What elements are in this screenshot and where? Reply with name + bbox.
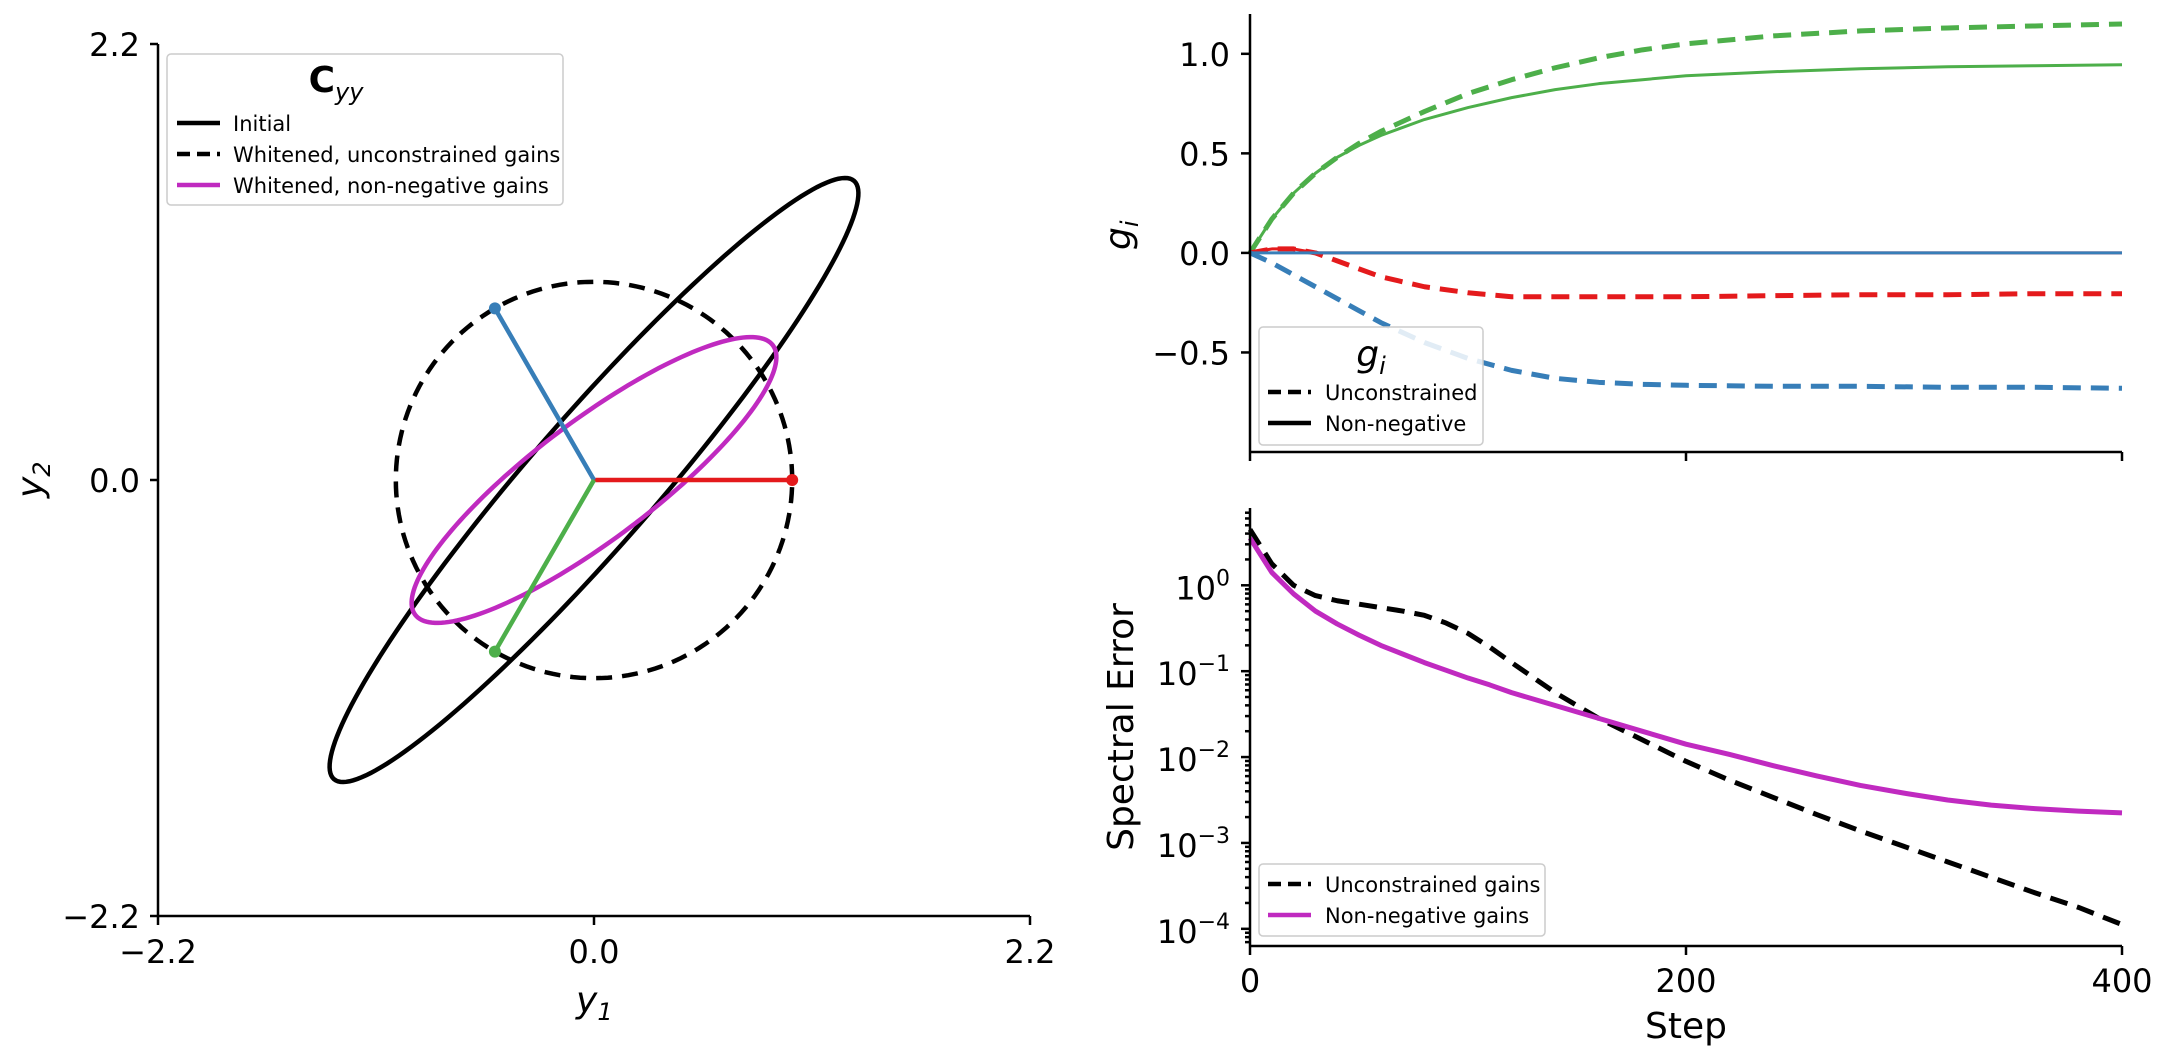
y-tick-label: 10−2 bbox=[1157, 738, 1230, 779]
x-tick-label: 400 bbox=[2091, 962, 2152, 1000]
y-tick-label: −2.2 bbox=[62, 898, 140, 936]
ellipse-panel: 2.2 0.0 −2.2 −2.2 0.0 2.2 y1 y2 Cyy Init… bbox=[10, 26, 1055, 1026]
gains-series-group bbox=[1247, 21, 2123, 391]
y-tick-label: 0.0 bbox=[1179, 235, 1230, 273]
error-line bbox=[1247, 528, 2123, 927]
legend-label: Unconstrained gains bbox=[1325, 873, 1540, 897]
error-series-group bbox=[1247, 528, 2123, 927]
x-axis-label: Step bbox=[1645, 1006, 1727, 1047]
initial-ellipse bbox=[327, 175, 861, 785]
spectral-error-panel: 100 10−1 10−2 10−3 10−4 0 200 400 Spectral Err… bbox=[1101, 508, 2153, 1047]
gain-line bbox=[1249, 246, 2122, 300]
x-tick-label: −2.2 bbox=[119, 933, 197, 971]
legend-frame bbox=[1258, 863, 1546, 937]
y-tick-label: 10−4 bbox=[1157, 910, 1230, 951]
frame-vector-blue bbox=[492, 307, 596, 482]
whitened-nonnegative-ellipse bbox=[409, 334, 779, 626]
legend-title: Cyy bbox=[309, 60, 365, 106]
error-line bbox=[1247, 536, 2123, 816]
gains-panel: 1.0 0.5 0.0 −0.5 gi gi Unconstrained Non-ne… bbox=[1098, 14, 2124, 461]
y-tick-label: 100 bbox=[1175, 566, 1230, 607]
y-tick-label: 0.0 bbox=[89, 462, 140, 500]
legend-label: Unconstrained bbox=[1325, 381, 1477, 405]
x-tick-label: 0.0 bbox=[569, 933, 620, 971]
y-tick-label: 10−3 bbox=[1157, 824, 1230, 865]
legend-title: gi bbox=[1356, 334, 1386, 380]
legend-label: Non-negative bbox=[1325, 412, 1466, 436]
y-axis-label: Spectral Error bbox=[1101, 603, 1142, 851]
y-tick-label: 2.2 bbox=[89, 26, 140, 64]
gains-legend: gi Unconstrained Non-negative bbox=[1258, 326, 1484, 446]
gain-line bbox=[1248, 250, 2123, 391]
y-tick-label: 10−1 bbox=[1157, 652, 1230, 693]
x-axis-label: y1 bbox=[575, 980, 613, 1026]
legend-label: Non-negative gains bbox=[1325, 904, 1529, 928]
legend-label: Whitened, non-negative gains bbox=[233, 174, 549, 198]
y-tick-label: 1.0 bbox=[1179, 36, 1230, 74]
y-tick-label: 0.5 bbox=[1179, 135, 1230, 173]
error-y-ticks: 100 10−1 10−2 10−3 10−4 bbox=[1157, 511, 1250, 951]
frame-vector-red-tip bbox=[786, 474, 799, 486]
gains-y-ticks: 1.0 0.5 0.0 −0.5 bbox=[1152, 36, 1250, 372]
frame-vector-green bbox=[492, 478, 596, 653]
gain-line bbox=[1248, 63, 2123, 254]
frame-vector-green-tip bbox=[488, 645, 501, 658]
error-x-ticks: 0 200 400 bbox=[1240, 946, 2153, 1000]
ellipse-legend: Cyy Initial Whitened, unconstrained gain… bbox=[166, 53, 564, 206]
y-axis-label: y2 bbox=[10, 461, 56, 499]
legend-label: Initial bbox=[233, 112, 291, 136]
x-tick-label: 2.2 bbox=[1005, 933, 1056, 971]
x-tick-label: 200 bbox=[1655, 962, 1716, 1000]
y-tick-label: −0.5 bbox=[1152, 334, 1230, 372]
legend-frame bbox=[1258, 326, 1484, 446]
x-tick-label: 0 bbox=[1240, 962, 1260, 1000]
legend-frame bbox=[166, 53, 564, 206]
y-axis-label: gi bbox=[1098, 220, 1144, 250]
frame-vector-blue-tip bbox=[488, 302, 501, 315]
error-legend: Unconstrained gains Non-negative gains bbox=[1258, 863, 1546, 937]
legend-label: Whitened, unconstrained gains bbox=[233, 143, 560, 167]
gain-line bbox=[1247, 21, 2123, 255]
